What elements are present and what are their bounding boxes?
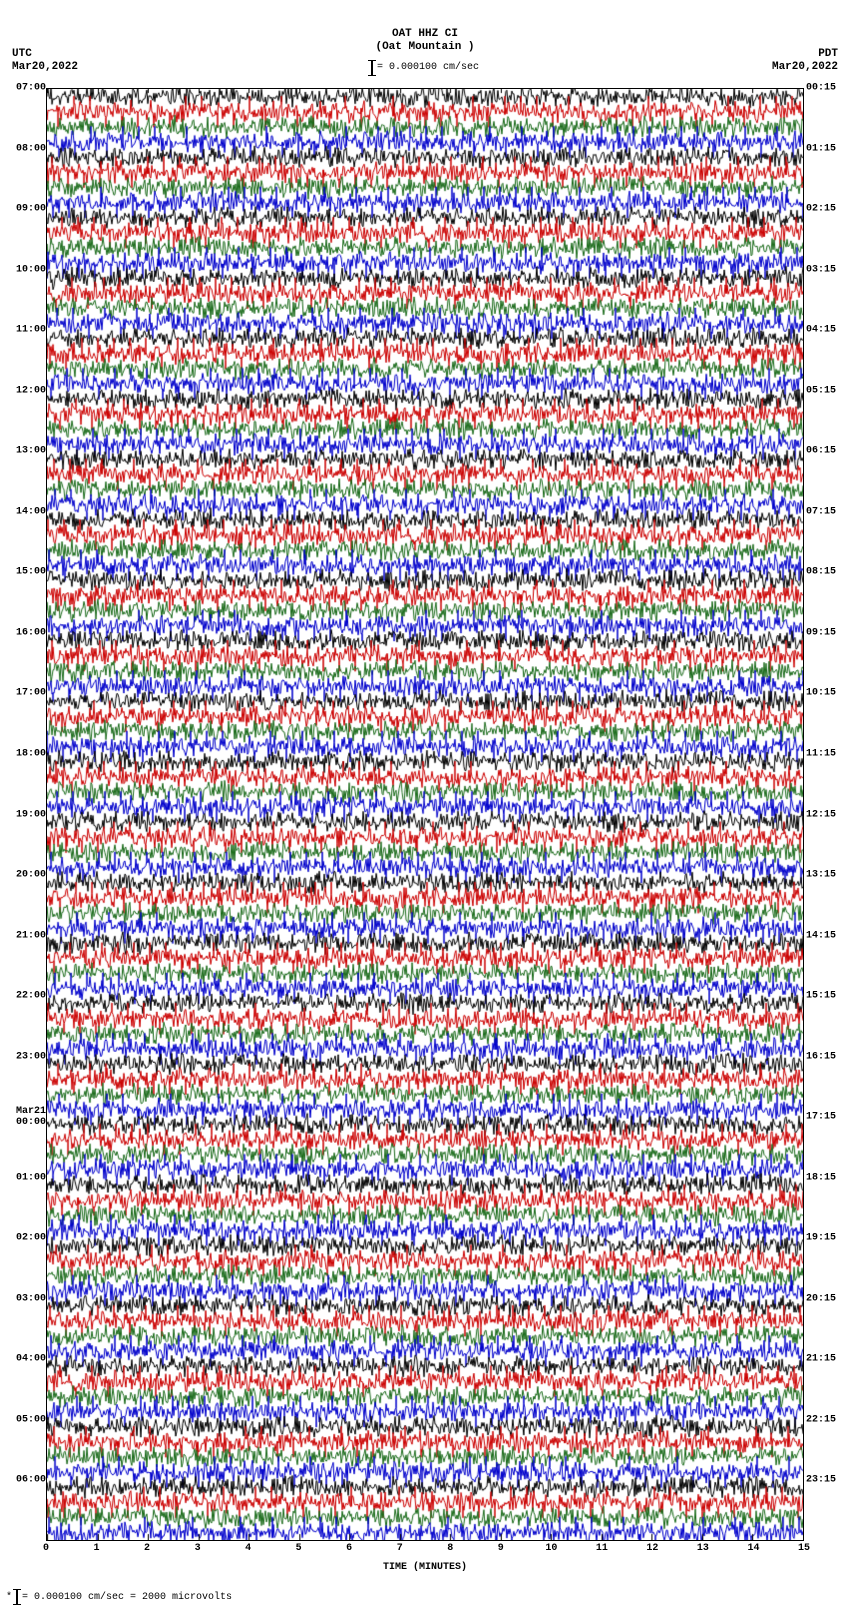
x-tick-label: 15	[798, 1543, 810, 1554]
left-hour-label: 21:00	[0, 930, 46, 941]
chart-header: OAT HHZ CI (Oat Mountain ) = 0.000100 cm…	[0, 28, 850, 82]
x-tick-label: 6	[346, 1543, 352, 1554]
tz-right-date: Mar20,2022	[772, 61, 838, 74]
right-hour-label: 03:15	[806, 264, 850, 275]
left-hour-label: 13:00	[0, 446, 46, 457]
right-hour-label: 06:15	[806, 446, 850, 457]
x-tick-label: 13	[697, 1543, 709, 1554]
scale-bar-icon	[371, 60, 373, 76]
right-hour-label: 12:15	[806, 809, 850, 820]
x-tick-label: 12	[646, 1543, 658, 1554]
x-tick-label: 4	[245, 1543, 251, 1554]
x-tick-label: 11	[596, 1543, 608, 1554]
tz-right-label: PDT	[772, 48, 838, 61]
x-tick-label: 3	[195, 1543, 201, 1554]
left-hour-label: 09:00	[0, 204, 46, 215]
tz-left-date: Mar20,2022	[12, 61, 78, 74]
station-code: OAT HHZ CI	[0, 28, 850, 41]
right-hour-label: 13:15	[806, 870, 850, 881]
utc-date-block: UTC Mar20,2022	[12, 48, 78, 74]
right-hour-label: 16:15	[806, 1051, 850, 1062]
left-hour-label: 22:00	[0, 991, 46, 1002]
right-hour-label: 21:15	[806, 1354, 850, 1365]
x-axis-title: TIME (MINUTES)	[46, 1562, 804, 1573]
right-hour-label: 14:15	[806, 930, 850, 941]
left-hour-label: 19:00	[0, 809, 46, 820]
right-hour-label: 04:15	[806, 325, 850, 336]
local-date-block: PDT Mar20,2022	[772, 48, 838, 74]
helicorder-plot	[46, 88, 804, 1541]
left-hour-label: 10:00	[0, 264, 46, 275]
left-hour-label: 20:00	[0, 870, 46, 881]
x-tick-label: 7	[397, 1543, 403, 1554]
left-hour-label: 17:00	[0, 688, 46, 699]
right-hour-label: 23:15	[806, 1475, 850, 1486]
right-hour-label: 09:15	[806, 627, 850, 638]
right-hour-label: 02:15	[806, 204, 850, 215]
x-tick-label: 8	[447, 1543, 453, 1554]
right-hour-label: 08:15	[806, 567, 850, 578]
right-hour-label: 05:15	[806, 385, 850, 396]
left-hour-labels: 07:0008:0009:0010:0011:0012:0013:0014:00…	[0, 88, 46, 1541]
footer-scale-text: = 0.000100 cm/sec = 2000 microvolts	[22, 1592, 232, 1603]
left-hour-label: 11:00	[0, 325, 46, 336]
right-hour-label: 07:15	[806, 506, 850, 517]
right-hour-label: 19:15	[806, 1233, 850, 1244]
footer-scale: * = 0.000100 cm/sec = 2000 microvolts	[6, 1589, 232, 1605]
right-hour-label: 11:15	[806, 748, 850, 759]
right-hour-label: 15:15	[806, 991, 850, 1002]
header-scale: = 0.000100 cm/sec	[371, 60, 479, 76]
x-tick-label: 0	[43, 1543, 49, 1554]
left-hour-label: 08:00	[0, 143, 46, 154]
tz-left-label: UTC	[12, 48, 78, 61]
left-hour-label: 15:00	[0, 567, 46, 578]
left-hour-label: 16:00	[0, 627, 46, 638]
left-hour-label: Mar21 00:00	[0, 1106, 46, 1128]
left-hour-label: 03:00	[0, 1293, 46, 1304]
left-hour-label: 12:00	[0, 385, 46, 396]
x-tick-label: 2	[144, 1543, 150, 1554]
right-hour-label: 18:15	[806, 1172, 850, 1183]
scale-bar-icon	[16, 1589, 18, 1605]
right-hour-label: 20:15	[806, 1293, 850, 1304]
right-hour-label: 00:15	[806, 83, 850, 94]
left-hour-label: 05:00	[0, 1414, 46, 1425]
header-scale-label: = 0.000100 cm/sec	[377, 62, 479, 74]
x-tick-label: 14	[747, 1543, 759, 1554]
x-tick-label: 1	[94, 1543, 100, 1554]
left-hour-label: 23:00	[0, 1051, 46, 1062]
left-hour-label: 06:00	[0, 1475, 46, 1486]
left-hour-label: 01:00	[0, 1172, 46, 1183]
left-hour-label: 02:00	[0, 1233, 46, 1244]
left-hour-label: 18:00	[0, 748, 46, 759]
right-hour-labels: 00:1501:1502:1503:1504:1505:1506:1507:15…	[804, 88, 850, 1541]
right-hour-label: 22:15	[806, 1414, 850, 1425]
station-name: (Oat Mountain )	[0, 41, 850, 54]
x-tick-label: 10	[545, 1543, 557, 1554]
left-hour-label: 07:00	[0, 83, 46, 94]
right-hour-label: 10:15	[806, 688, 850, 699]
helicorder-canvas	[47, 89, 803, 1540]
right-hour-label: 17:15	[806, 1112, 850, 1123]
left-hour-label: 04:00	[0, 1354, 46, 1365]
left-hour-label: 14:00	[0, 506, 46, 517]
x-tick-label: 5	[296, 1543, 302, 1554]
right-hour-label: 01:15	[806, 143, 850, 154]
footer-prefix: *	[6, 1592, 12, 1603]
x-tick-label: 9	[498, 1543, 504, 1554]
x-axis: TIME (MINUTES) 0123456789101112131415	[46, 1541, 804, 1573]
